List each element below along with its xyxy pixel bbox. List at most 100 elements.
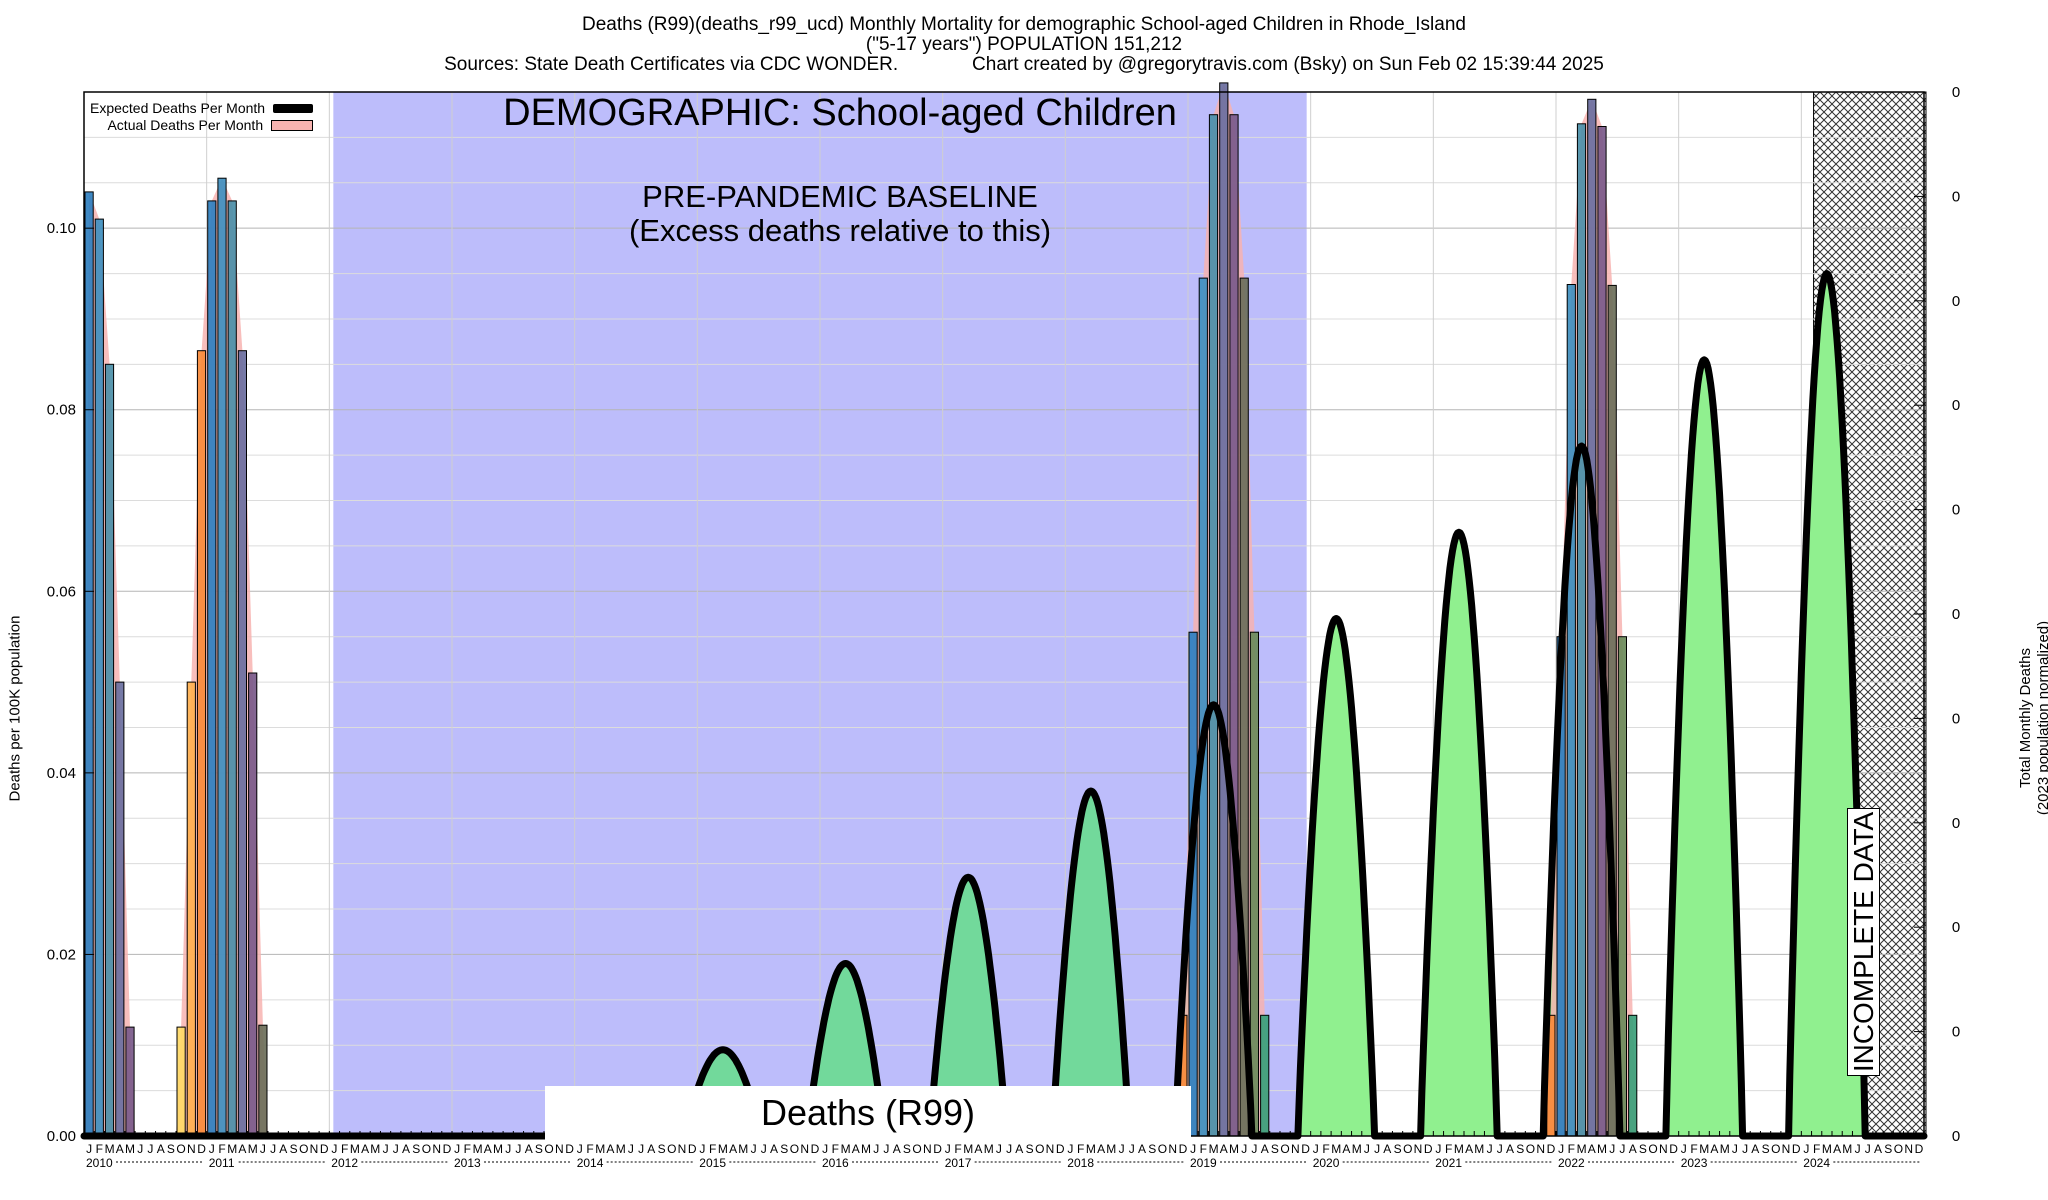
- x-month-label: M: [841, 1142, 851, 1156]
- x-month-label: A: [1138, 1142, 1146, 1156]
- x-month-label: A: [729, 1142, 737, 1156]
- x-year-label-bg: [1802, 1156, 1833, 1169]
- actual-bar-2011-04: [237, 350, 248, 1137]
- x-month-label: J: [638, 1142, 644, 1156]
- x-month-label: S: [780, 1142, 788, 1156]
- x-month-label: F: [1568, 1142, 1575, 1156]
- y-right-tick-label: 0: [1952, 606, 1960, 623]
- x-month-label: M: [1699, 1142, 1709, 1156]
- x-month-label: J: [1865, 1142, 1871, 1156]
- excess-area-2024: [1788, 273, 1866, 1137]
- legend-actual-swatch: [271, 120, 314, 131]
- x-month-label: J: [1006, 1142, 1012, 1156]
- x-month-label: M: [1597, 1142, 1607, 1156]
- x-month-label: M: [1086, 1142, 1096, 1156]
- x-month-label: D: [1424, 1142, 1433, 1156]
- x-year-label-bg: [1066, 1156, 1097, 1169]
- x-month-label: M: [1209, 1142, 1219, 1156]
- actual-bar-2019-02: [1198, 277, 1208, 1137]
- x-year-label-bg: [698, 1156, 729, 1169]
- x-month-label: S: [1026, 1142, 1034, 1156]
- x-month-label: A: [1383, 1142, 1391, 1156]
- x-month-label: J: [1732, 1142, 1738, 1156]
- x-month-label: S: [1516, 1142, 1524, 1156]
- x-month-label: M: [125, 1142, 135, 1156]
- x-month-label: J: [1241, 1142, 1247, 1156]
- x-year-label-bg: [1189, 1156, 1219, 1169]
- x-month-label: F: [1322, 1142, 1329, 1156]
- x-month-label: M: [963, 1142, 973, 1156]
- y-tick-label-0.00: 0.00: [47, 1128, 76, 1145]
- actual-bar-2010-02: [94, 218, 104, 1137]
- x-month-label: N: [1168, 1142, 1177, 1156]
- y-tick-label-0.10: 0.10: [47, 220, 76, 237]
- x-year-label-2013: 2013: [454, 1156, 481, 1170]
- x-year-label-bg: [1434, 1156, 1465, 1169]
- x-month-label: D: [320, 1142, 329, 1156]
- x-month-label: A: [1506, 1142, 1514, 1156]
- x-year-label-2023: 2023: [1681, 1156, 1708, 1170]
- actual-bar-2019-03: [1208, 114, 1219, 1137]
- x-month-label: F: [341, 1142, 348, 1156]
- x-month-label: N: [678, 1142, 687, 1156]
- x-year-label-bg: [943, 1156, 974, 1169]
- x-month-label: F: [96, 1142, 103, 1156]
- y-right-tick-label: 0: [1952, 815, 1960, 832]
- excess-area-2017: [929, 877, 1007, 1136]
- x-month-label: J: [699, 1142, 705, 1156]
- x-month-label: S: [1639, 1142, 1647, 1156]
- x-month-label: M: [984, 1142, 994, 1156]
- chart-header-line1: Deaths (R99)(deaths_r99_ucd) Monthly Mor…: [582, 14, 1466, 35]
- x-month-label: N: [1414, 1142, 1423, 1156]
- x-month-label: S: [167, 1142, 175, 1156]
- actual-bar-2010-04: [115, 681, 125, 1137]
- actual-bar-2011-01: [207, 200, 217, 1137]
- x-month-label: M: [1842, 1142, 1852, 1156]
- y-tick-label-0.02: 0.02: [47, 946, 76, 963]
- x-year-label-2022: 2022: [1558, 1156, 1585, 1170]
- x-month-label: O: [1526, 1142, 1535, 1156]
- x-month-label: A: [279, 1142, 287, 1156]
- x-month-label: J: [1803, 1142, 1809, 1156]
- x-year-label-2010: 2010: [86, 1156, 113, 1170]
- x-month-label: O: [1403, 1142, 1412, 1156]
- incomplete-data-text: INCOMPLETE DATA: [1847, 807, 1880, 1077]
- x-month-label: N: [923, 1142, 932, 1156]
- x-month-label: J: [393, 1142, 399, 1156]
- x-month-label: J: [945, 1142, 951, 1156]
- x-month-label: S: [1394, 1142, 1402, 1156]
- legend-actual-label: Actual Deaths Per Month: [107, 117, 264, 133]
- x-month-label: N: [187, 1142, 196, 1156]
- x-month-label: A: [1874, 1142, 1882, 1156]
- x-month-label: J: [1609, 1142, 1615, 1156]
- x-month-label: D: [1056, 1142, 1065, 1156]
- x-month-label: A: [647, 1142, 655, 1156]
- x-month-label: D: [1547, 1142, 1556, 1156]
- y-tick-label-0.08: 0.08: [47, 402, 76, 419]
- x-year-label-bg: [821, 1156, 851, 1169]
- x-month-label: N: [555, 1142, 564, 1156]
- x-month-label: J: [383, 1142, 389, 1156]
- excess-area-2020: [1297, 618, 1375, 1136]
- baseline-label: PRE-PANDEMIC BASELINE (Excess deaths rel…: [430, 180, 1250, 248]
- actual-bar-2010-10: [176, 1026, 186, 1137]
- x-month-label: A: [1097, 1142, 1105, 1156]
- x-month-label: A: [1710, 1142, 1718, 1156]
- demographic-label: DEMOGRAPHIC: School-aged Children: [503, 92, 1177, 134]
- x-month-label: S: [1884, 1142, 1892, 1156]
- y-right-tick-label: 0: [1952, 188, 1960, 205]
- x-month-label: M: [473, 1142, 483, 1156]
- x-month-label: S: [1148, 1142, 1156, 1156]
- x-month-label: M: [227, 1142, 237, 1156]
- actual-bar-2022-04: [1587, 98, 1597, 1137]
- x-month-label: D: [933, 1142, 942, 1156]
- actual-bar-2010-01: [84, 191, 94, 1137]
- x-month-label: O: [1280, 1142, 1289, 1156]
- x-month-label: F: [1813, 1142, 1820, 1156]
- x-month-label: A: [1833, 1142, 1841, 1156]
- actual-bar-2019-05: [1229, 114, 1239, 1137]
- y-axis-right-label-line1: Total Monthly Deaths: [2017, 647, 2034, 789]
- excess-area-2021: [1420, 532, 1498, 1136]
- x-month-label: N: [310, 1142, 319, 1156]
